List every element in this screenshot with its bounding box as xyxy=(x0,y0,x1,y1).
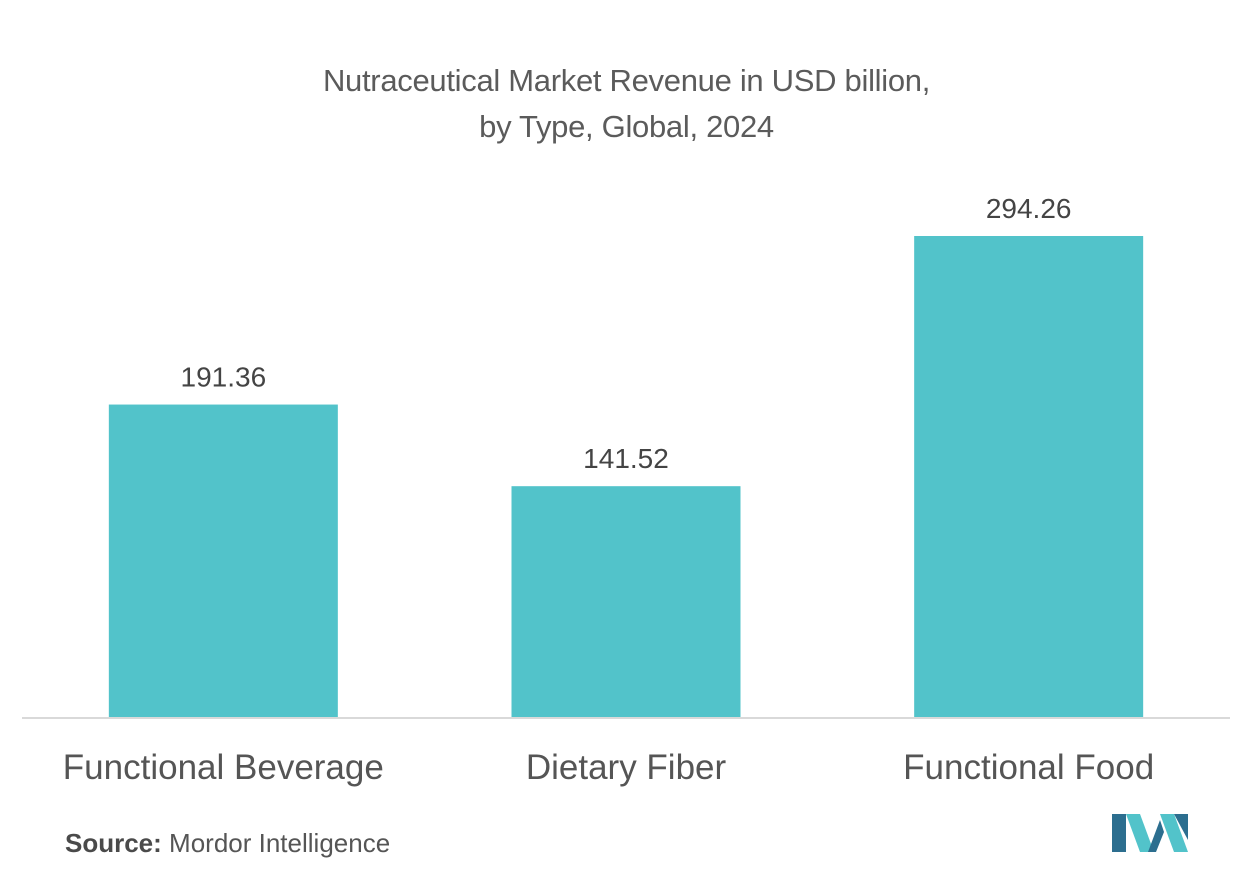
chart-title: Nutraceutical Market Revenue in USD bill… xyxy=(0,58,1253,150)
chart-title-line-2: by Type, Global, 2024 xyxy=(479,109,774,144)
category-labels-layer: Functional Beverage Dietary Fiber Function… xyxy=(63,748,1154,787)
chart-title-line-1: Nutraceutical Market Revenue in USD bill… xyxy=(322,63,931,98)
source-text: Mordor Intelligence xyxy=(169,828,391,858)
bar-2 xyxy=(914,236,1144,718)
category-label-1: Dietary Fiber xyxy=(526,748,727,787)
value-label-2: 294.26 xyxy=(986,193,1072,224)
source-label: Source: xyxy=(65,828,162,858)
bar-1 xyxy=(511,486,741,718)
bars-layer xyxy=(108,236,1144,718)
bar-0 xyxy=(108,404,338,718)
category-label-2: Functional Food xyxy=(903,748,1154,787)
value-label-1: 141.52 xyxy=(583,443,669,474)
value-label-0: 191.36 xyxy=(181,362,267,393)
value-labels-layer: 191.36 141.52 294.26 xyxy=(181,193,1072,474)
source-line: Source: Mordor Intelligence xyxy=(65,828,390,859)
category-label-0: Functional Beverage xyxy=(63,748,384,787)
mordor-intelligence-logo-icon xyxy=(1112,814,1188,852)
